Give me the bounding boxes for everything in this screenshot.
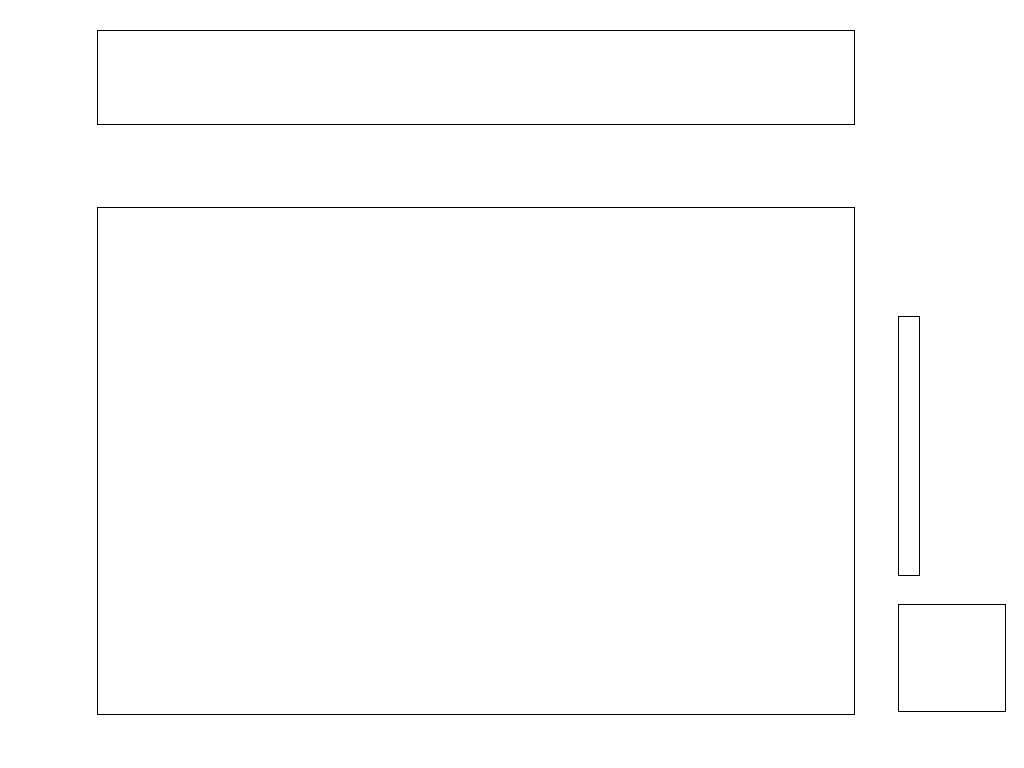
- frequency-axis-title: [16, 207, 34, 715]
- gain-axis-title: [8, 30, 26, 125]
- timestamp-text: [954, 300, 970, 590]
- colorbar-gradient: [898, 316, 920, 576]
- ephemeris-table: [898, 604, 1006, 712]
- spectrogram-canvas: [97, 207, 855, 715]
- spacecraft-text: [982, 368, 998, 522]
- gain-panel-frame: [97, 30, 855, 125]
- spectrogram-frame: [97, 207, 855, 715]
